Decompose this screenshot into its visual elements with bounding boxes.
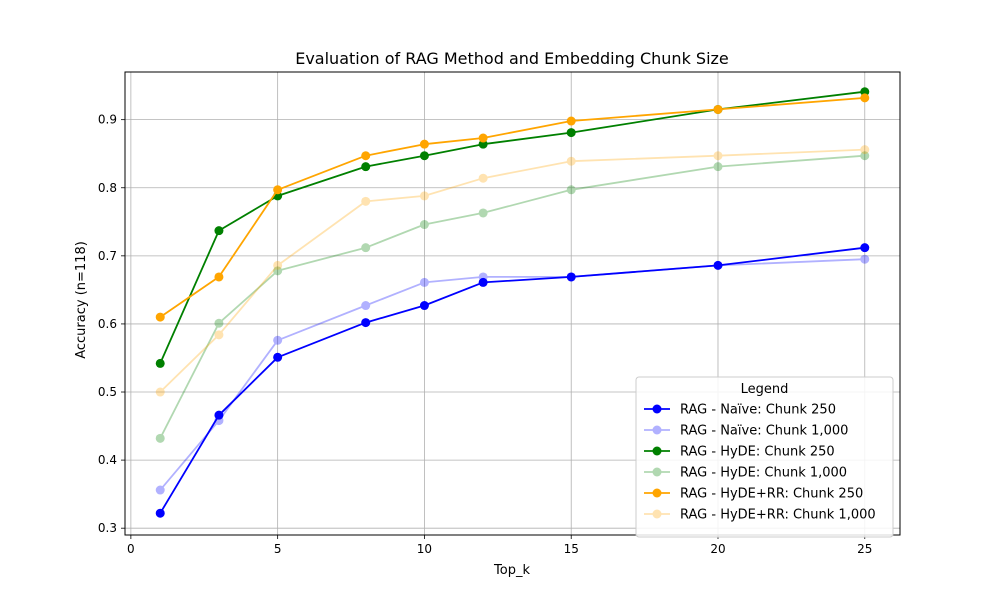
data-point bbox=[419, 277, 429, 287]
series-group bbox=[155, 87, 870, 518]
chart-title: Evaluation of RAG Method and Embedding C… bbox=[295, 49, 729, 68]
legend-swatch-marker bbox=[652, 425, 662, 435]
data-point bbox=[361, 196, 371, 206]
data-point bbox=[273, 335, 283, 345]
x-axis-label: Top_k bbox=[493, 563, 530, 578]
legend-swatch bbox=[644, 467, 670, 477]
legend-swatch-marker bbox=[652, 404, 662, 414]
data-point bbox=[713, 104, 723, 114]
legend-swatch-marker bbox=[652, 467, 662, 477]
data-point bbox=[214, 272, 224, 282]
series-4 bbox=[155, 151, 870, 443]
x-tick-label: 20 bbox=[710, 542, 725, 556]
data-point bbox=[419, 139, 429, 149]
data-point bbox=[361, 301, 371, 311]
legend-swatch bbox=[644, 404, 670, 414]
data-point bbox=[155, 358, 165, 368]
data-point bbox=[566, 185, 576, 195]
y-tick-label: 0.7 bbox=[98, 249, 117, 263]
data-point bbox=[361, 162, 371, 172]
data-point bbox=[419, 191, 429, 201]
x-tick-label: 5 bbox=[274, 542, 282, 556]
data-point bbox=[361, 243, 371, 253]
y-tick-label: 0.6 bbox=[98, 317, 117, 331]
legend-entry-label: RAG - HyDE: Chunk 1,000 bbox=[680, 466, 847, 481]
data-point bbox=[478, 208, 488, 218]
legend-title: Legend bbox=[741, 382, 789, 397]
data-point bbox=[713, 151, 723, 161]
series-line bbox=[159, 148, 865, 393]
legend-swatch bbox=[644, 425, 670, 435]
series-line bbox=[159, 154, 865, 439]
series-5 bbox=[155, 93, 870, 322]
data-point bbox=[713, 162, 723, 172]
data-point bbox=[566, 272, 576, 282]
legend-entry-label: RAG - Naïve: Chunk 250 bbox=[680, 403, 836, 418]
data-point bbox=[273, 266, 283, 276]
legend-entry-label: RAG - HyDE: Chunk 250 bbox=[680, 445, 835, 460]
data-point bbox=[155, 508, 165, 518]
data-point bbox=[860, 254, 870, 264]
data-point bbox=[214, 226, 224, 236]
data-point bbox=[361, 318, 371, 328]
data-point bbox=[860, 243, 870, 253]
x-tick-label: 25 bbox=[857, 542, 872, 556]
data-point bbox=[214, 330, 224, 340]
data-point bbox=[155, 485, 165, 495]
ticks: 0 5 10 15 20 25 0.3 0.4 0.5 0.6 0.7 0.8 0.9 bbox=[98, 113, 873, 556]
series-line bbox=[159, 258, 865, 491]
series-6 bbox=[155, 145, 870, 397]
data-point bbox=[214, 318, 224, 328]
y-tick-label: 0.4 bbox=[98, 453, 117, 467]
data-point bbox=[419, 220, 429, 230]
series-1 bbox=[155, 243, 870, 518]
legend-swatch-marker bbox=[652, 446, 662, 456]
data-point bbox=[478, 173, 488, 183]
data-point bbox=[419, 301, 429, 311]
data-point bbox=[155, 387, 165, 397]
data-point bbox=[155, 433, 165, 443]
legend-swatch-marker bbox=[652, 488, 662, 498]
x-tick-label: 15 bbox=[564, 542, 579, 556]
x-tick-label: 0 bbox=[127, 542, 135, 556]
data-point bbox=[860, 145, 870, 155]
data-point bbox=[478, 133, 488, 143]
data-point bbox=[155, 312, 165, 322]
data-point bbox=[361, 151, 371, 161]
legend-swatch-marker bbox=[652, 509, 662, 519]
data-point bbox=[566, 128, 576, 138]
data-point bbox=[478, 272, 488, 282]
data-point bbox=[273, 185, 283, 195]
data-point bbox=[214, 410, 224, 420]
plot-frame bbox=[124, 71, 901, 536]
y-tick-label: 0.9 bbox=[98, 113, 117, 127]
data-point bbox=[713, 260, 723, 270]
legend-swatch bbox=[644, 509, 670, 519]
y-tick-label: 0.3 bbox=[98, 521, 117, 535]
data-point bbox=[566, 272, 576, 282]
data-point bbox=[860, 151, 870, 161]
y-axis-label: Accuracy (n=118) bbox=[74, 241, 89, 359]
data-point bbox=[566, 116, 576, 126]
data-point bbox=[214, 416, 224, 426]
data-point bbox=[419, 151, 429, 161]
data-point bbox=[273, 260, 283, 270]
data-point bbox=[713, 260, 723, 270]
legend-entry-label: RAG - HyDE+RR: Chunk 1,000 bbox=[680, 508, 876, 523]
data-point bbox=[566, 156, 576, 166]
x-tick-label: 10 bbox=[417, 542, 432, 556]
legend-swatch bbox=[644, 488, 670, 498]
legend-entry-label: RAG - Naïve: Chunk 1,000 bbox=[680, 424, 848, 439]
data-point bbox=[478, 277, 488, 287]
legend-swatch bbox=[644, 446, 670, 456]
legend-entry-label: RAG - HyDE+RR: Chunk 250 bbox=[680, 487, 863, 502]
y-tick-label: 0.5 bbox=[98, 385, 117, 399]
data-point bbox=[273, 352, 283, 362]
series-2 bbox=[155, 254, 870, 495]
data-point bbox=[860, 93, 870, 103]
y-tick-label: 0.8 bbox=[98, 181, 117, 195]
legend: Legend RAG - Naïve: Chunk 250 RAG - Naïve:… bbox=[635, 376, 894, 538]
legend-box bbox=[635, 376, 894, 538]
